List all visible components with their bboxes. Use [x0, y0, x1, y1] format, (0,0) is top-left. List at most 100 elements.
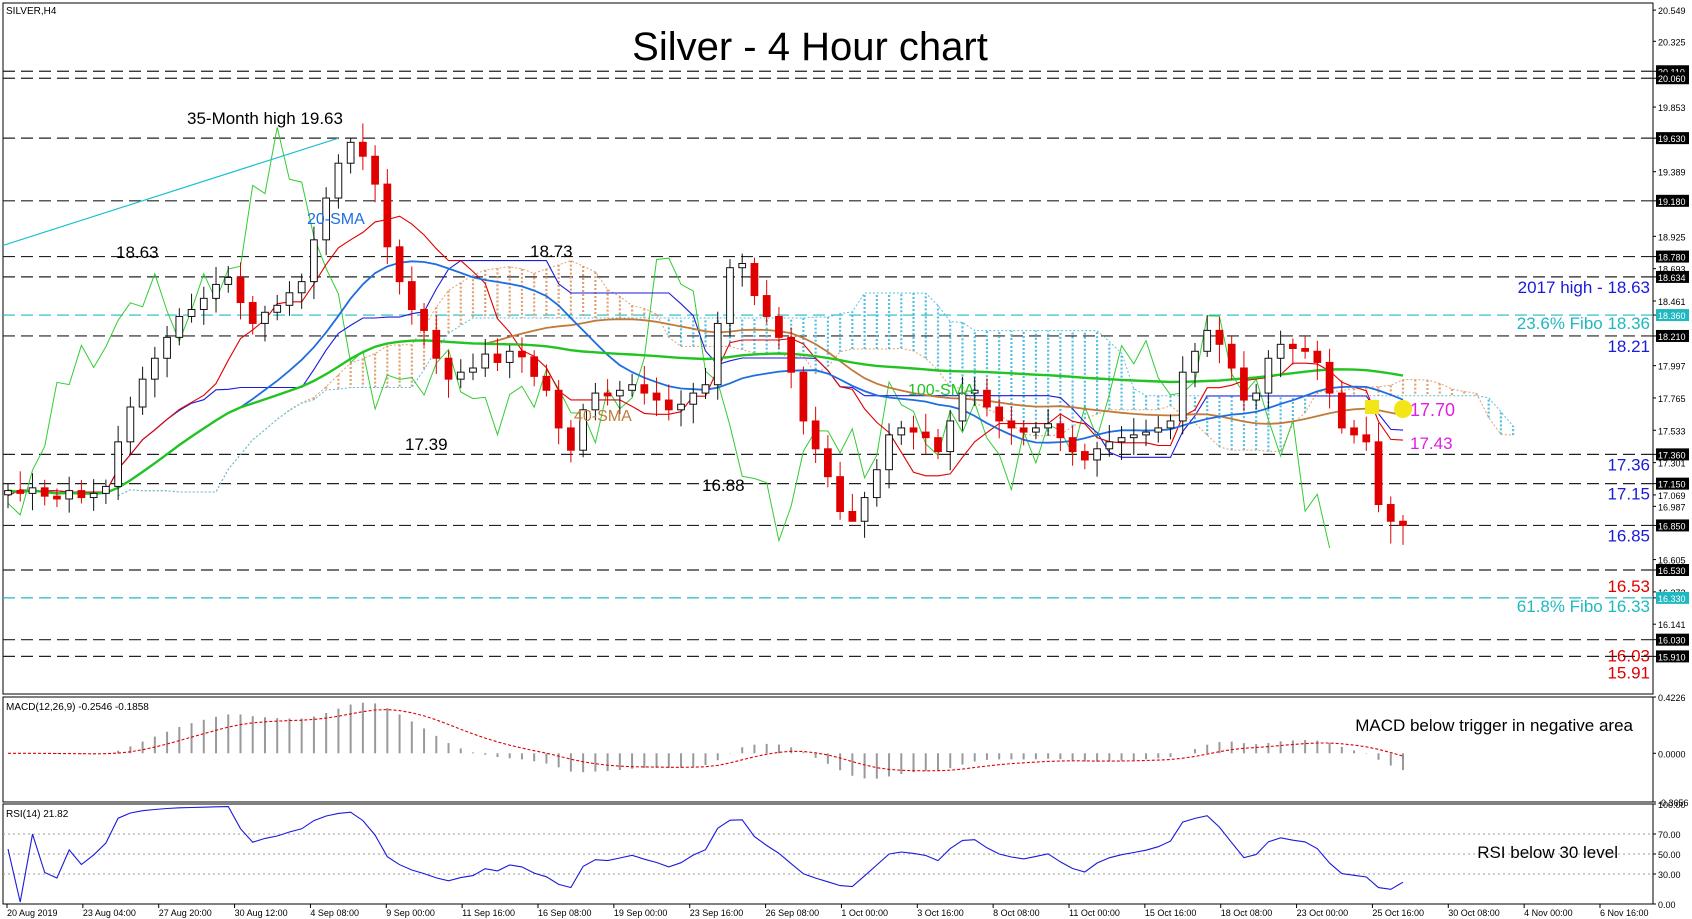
candle-body — [726, 267, 734, 324]
label-20-sma: 20-SMA — [307, 211, 365, 228]
price-level-box — [1656, 270, 1689, 283]
time-tick-label: 3 Oct 16:00 — [917, 908, 964, 918]
time-tick-label: 18 Oct 08:00 — [1221, 908, 1273, 918]
level-label-11: 16.53 — [1607, 577, 1650, 596]
candle-body — [591, 392, 600, 411]
price-tick-label: 19.180 — [1658, 197, 1686, 207]
level-label-14: 15.91 — [1607, 663, 1650, 682]
candle-body — [505, 350, 514, 363]
candle-body — [1019, 427, 1028, 433]
annotation-16-88: 16.88 — [702, 476, 745, 495]
candle-body — [615, 389, 624, 397]
candle-body — [28, 487, 37, 494]
candle-body — [114, 441, 122, 487]
candle-body — [187, 308, 196, 317]
price-level-box — [1656, 519, 1689, 532]
candle-body — [1252, 392, 1261, 401]
candle-body — [1215, 329, 1224, 345]
time-tick-label: 27 Aug 20:00 — [159, 908, 212, 918]
price-tick-label: 18.210 — [1658, 332, 1686, 342]
candle-body — [518, 350, 526, 358]
candle-body — [603, 392, 612, 397]
candle-body — [273, 304, 282, 313]
candle-body — [1337, 392, 1346, 429]
price-tick-label: 20.549 — [1658, 6, 1686, 16]
candle-body — [334, 162, 343, 199]
candle-body — [628, 384, 636, 391]
candle-body — [1093, 448, 1101, 461]
candle-body — [750, 263, 759, 297]
candle-body — [1240, 367, 1248, 401]
candle-body — [664, 399, 673, 411]
candle-body — [65, 490, 74, 500]
candle-body — [16, 490, 25, 494]
time-tick-label: 23 Aug 04:00 — [83, 908, 136, 918]
candle-body — [1105, 441, 1114, 450]
candle-body — [285, 292, 294, 306]
time-tick-label: 15 Oct 16:00 — [1145, 908, 1197, 918]
candle-body — [138, 378, 147, 408]
candle-body — [248, 302, 257, 324]
time-tick-label: 8 Oct 08:00 — [993, 908, 1040, 918]
trend-line — [2, 137, 339, 246]
time-axis: 20 Aug 2019 23 Aug 04:00 27 Aug 20:00 30 Au… — [6, 904, 1649, 918]
price-tick-label: 17.533 — [1658, 426, 1686, 436]
candle-body — [407, 281, 416, 310]
candle-body — [579, 409, 587, 451]
highlight-label-17-70: 17.70 — [1410, 400, 1455, 420]
price-tick-label: 19.853 — [1658, 103, 1686, 113]
price-tick-label: 16.987 — [1658, 502, 1686, 512]
price-level-box — [1656, 650, 1689, 663]
candle-body — [199, 297, 208, 310]
candle-body — [150, 357, 159, 380]
candle-body — [1203, 329, 1212, 352]
candle-body — [444, 357, 453, 380]
level-label-9: 17.15 — [1607, 485, 1650, 504]
candle-body — [934, 437, 942, 453]
candle-body — [1154, 427, 1163, 433]
candle-body — [897, 427, 906, 436]
price-level-box — [1656, 72, 1689, 85]
candle-body — [1301, 348, 1309, 352]
candles-layer — [4, 123, 1407, 545]
price-tick-label: 18.925 — [1658, 232, 1686, 242]
macd-tick-label: -0.3656 — [1658, 798, 1689, 808]
candle-body — [970, 389, 979, 394]
candle-body — [1276, 343, 1285, 359]
annotation-18-63: 18.63 — [116, 243, 159, 262]
symbol-label: SILVER,H4 — [6, 6, 57, 17]
price-tick-label: 16.141 — [1658, 620, 1686, 630]
price-axis: 20.54920.32520.11020.06019.85319.63019.3… — [1653, 6, 1689, 663]
candle-body — [224, 276, 233, 285]
price-panel: 2017 high - 18.63 23.6% Fibo 18.36 18.21 17… — [2, 2, 1689, 695]
candle-body — [383, 183, 392, 248]
highlight-label-17-43: 17.43 — [1410, 434, 1453, 453]
annotation-17-39: 17.39 — [405, 435, 448, 454]
price-tick-label: 16.530 — [1658, 566, 1686, 576]
time-tick-label: 23 Sep 16:00 — [690, 908, 744, 918]
candle-body — [542, 375, 551, 391]
candle-body — [322, 197, 331, 241]
kijun-sen-line — [7, 260, 1404, 497]
annotation-18-73: 18.73 — [530, 242, 573, 261]
candle-body — [1117, 437, 1126, 443]
candle-body — [1166, 420, 1175, 429]
time-tick-label: 4 Sep 08:00 — [310, 908, 359, 918]
candle-body — [762, 295, 771, 317]
rsi-axis: 100.00 70.00 50.00 30.00 0.00 — [1653, 800, 1686, 910]
candle-body — [1264, 357, 1273, 394]
time-tick-label: 25 Oct 16:00 — [1372, 908, 1424, 918]
price-panel-frame — [2, 2, 1654, 695]
candle-body — [946, 420, 955, 453]
price-level-box — [1656, 477, 1689, 490]
price-level-box — [1656, 564, 1689, 577]
candle-body — [1080, 451, 1089, 461]
time-tick-label: 30 Oct 08:00 — [1448, 908, 1500, 918]
time-tick-label: 30 Aug 12:00 — [235, 908, 288, 918]
price-level-box — [1656, 250, 1689, 263]
annotation-35-month-high: 35-Month high 19.63 — [187, 109, 343, 128]
macd-signal-line — [8, 709, 1404, 772]
candle-body — [1007, 420, 1016, 429]
candle-body — [811, 420, 820, 450]
rsi-panel: RSI(14) 21.82 RSI below 30 level 100.00 70… — [2, 800, 1686, 910]
